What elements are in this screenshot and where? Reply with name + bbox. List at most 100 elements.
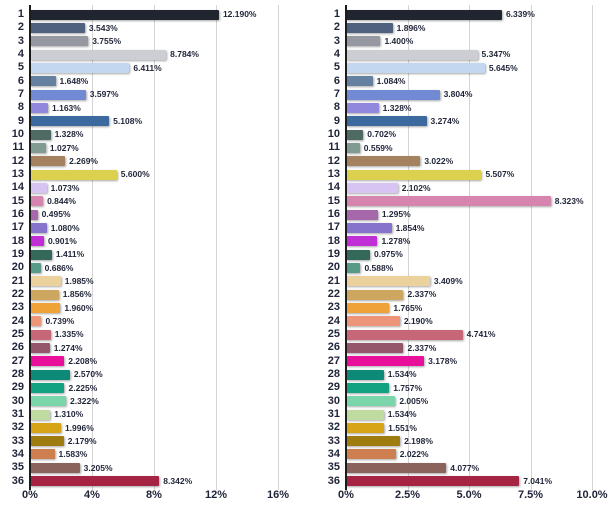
row-number-label: 20 [327,261,340,274]
bar [30,396,66,407]
bar-value-label: 1.400% [384,36,414,47]
row-number-label: 23 [11,301,24,314]
bar-value-label: 3.274% [430,116,460,127]
bar-row: 3.274% [346,115,592,128]
bar-row: 3.804% [346,88,592,101]
bar-row: 1.648% [30,75,278,88]
bar-row: 12.190% [30,8,278,21]
row-number-label: 7 [17,88,24,101]
bar-row: 2.225% [30,381,278,394]
row-number-label: 34 [11,447,24,460]
bar-value-label: 5.507% [485,169,515,180]
row-number-label: 15 [327,194,340,207]
bar-value-label: 12.190% [222,9,257,20]
bar-value-label: 1.073% [50,182,80,193]
bar-row: 0.495% [30,208,278,221]
left-bar-chart: 1 2 3 4 5 6 7 8 9 10 11 12 13 14 15 16 17 18 19 20 21 22 23 24 2… [11,5,289,501]
bar-value-label: 7.041% [523,475,553,486]
row-number-label: 33 [327,434,340,447]
row-number-label: 26 [11,341,24,354]
row-number-label: 22 [11,288,24,301]
bar-value-label: 2.337% [407,289,437,300]
bar [30,289,59,300]
bar-value-label: 6.339% [505,9,535,20]
bar-value-label: 1.163% [52,102,81,113]
bar-value-label: 1.335% [54,329,84,340]
row-number-label: 19 [327,248,340,261]
row-number-label: 17 [327,221,340,234]
bar-row: 1.084% [346,75,592,88]
bar-value-label: 1.648% [59,76,89,87]
bar [30,342,50,353]
bar-row: 0.901% [30,235,278,248]
row-number-label: 32 [327,421,340,434]
bar-value-label: 1.328% [54,129,84,140]
bar-row: 0.844% [30,195,278,208]
bar-row: 3.178% [346,355,592,368]
right-bar-chart: 1 2 3 4 5 6 7 8 9 10 11 12 13 14 15 16 17 18 19 20 21 22 23 24 2… [305,0,610,513]
bar [346,356,425,367]
bar-row: 2.005% [346,395,592,408]
bar-value-label: 2.337% [407,342,437,353]
x-tick-label: 10.0% [576,489,608,501]
row-number-label: 28 [327,368,340,381]
bar-value-label: 1.027% [49,142,79,153]
bar [346,316,400,327]
bar [346,462,447,473]
row-number-label: 9 [17,114,24,127]
bar-row: 2.190% [346,315,592,328]
bar-row: 0.702% [346,128,592,141]
bar-value-label: 0.686% [44,262,74,273]
row-number-label: 8 [333,101,340,114]
bar-row: 1.328% [30,128,278,141]
bar-row: 1.757% [346,381,592,394]
bar [346,142,360,153]
row-number-label: 31 [11,408,24,420]
bar [346,436,401,447]
bar [30,329,51,340]
row-number-label: 6 [333,74,340,87]
bar [30,196,44,207]
bar-row: 3.205% [30,461,278,474]
row-number-label: 4 [17,48,24,61]
row-number-label: 19 [11,248,24,261]
bar-row: 2.208% [30,355,278,368]
bar [346,156,421,167]
bar [30,89,86,100]
bar-row: 1.163% [30,101,278,114]
y-axis-line [29,5,31,490]
left-chart-plot-area: 12.190% 3.543% 3.755% 8.784% 6.411% 1.648% 3.5… [29,5,279,490]
bar-value-label: 3.178% [428,355,458,366]
bar-value-label: 5.600% [120,169,150,180]
bar-value-label: 2.022% [399,449,429,460]
row-number-label: 18 [11,234,24,247]
bar [346,89,440,100]
bar [346,409,384,420]
bar [30,462,80,473]
row-number-label: 17 [11,221,24,234]
bar-value-label: 1.960% [64,302,94,313]
gridline [530,5,532,490]
bar-value-label: 2.102% [401,182,431,193]
row-number-label: 14 [11,181,24,194]
x-tick-label: 0% [338,489,354,501]
bar [30,382,65,393]
row-number-label: 25 [11,328,24,341]
x-tick-label: 12% [204,489,228,501]
row-number-label: 9 [333,114,340,127]
bar-value-label: 2.190% [403,315,433,326]
bar-value-label: 5.347% [481,49,511,60]
x-tick-label: 2.5% [394,489,421,501]
bar-value-label: 0.495% [41,209,71,220]
bar-value-label: 1.534% [387,409,417,420]
bar-row: 1.278% [346,235,592,248]
bar-row: 2.570% [30,368,278,381]
row-number-label: 33 [11,434,24,447]
bar-row: 1.534% [346,408,592,421]
bar-row: 3.755% [30,35,278,48]
row-number-label: 36 [327,474,340,487]
bar [30,356,65,367]
bar-value-label: 1.295% [381,209,411,220]
bar [30,49,167,60]
row-number-label: 34 [327,447,340,460]
